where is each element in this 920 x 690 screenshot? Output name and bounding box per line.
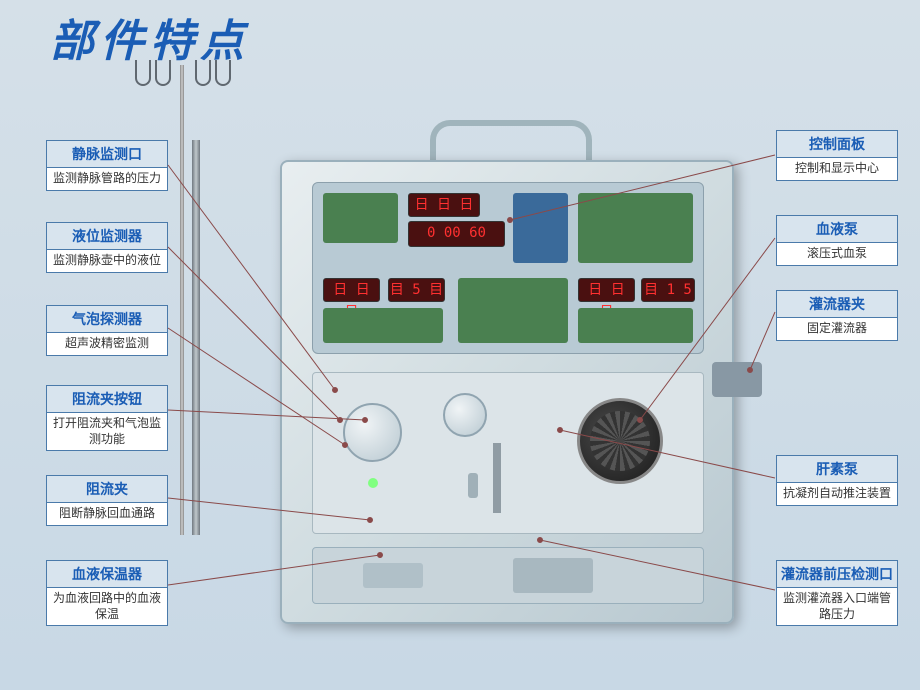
green-text-panel (578, 193, 693, 263)
callout-right-2: 灌流器夹固定灌流器 (776, 290, 898, 341)
callout-title: 灌流器前压检测口 (777, 561, 897, 588)
callout-left-5: 血液保温器为血液回路中的血液保温 (46, 560, 168, 626)
callout-title: 血液保温器 (47, 561, 167, 588)
callout-desc: 打开阻流夹和气泡监测功能 (47, 413, 167, 450)
callout-title: 阻流夹 (47, 476, 167, 503)
led-top-1: 日 日 日 (408, 193, 480, 217)
callout-title: 静脉监测口 (47, 141, 167, 168)
callout-title: 阻流夹按钮 (47, 386, 167, 413)
callout-title: 气泡探测器 (47, 306, 167, 333)
led-bottom-4: 目 1 5 (641, 278, 695, 302)
green-btn-panel-4 (578, 308, 693, 343)
callout-title: 肝素泵 (777, 456, 897, 483)
callout-left-2: 气泡探测器超声波精密监测 (46, 305, 168, 356)
green-btn-panel-2 (323, 308, 443, 343)
green-button-panel (323, 193, 398, 243)
callout-right-3: 肝素泵抗凝剂自动推注装置 (776, 455, 898, 506)
callout-right-1: 血液泵滚压式血泵 (776, 215, 898, 266)
callout-left-3: 阻流夹按钮打开阻流夹和气泡监测功能 (46, 385, 168, 451)
small-port-1 (468, 473, 478, 498)
perfusion-clamp (712, 362, 762, 397)
callout-title: 灌流器夹 (777, 291, 897, 318)
knob-1 (343, 403, 402, 462)
iv-stand-pole-thick (192, 140, 200, 535)
callout-title: 液位监测器 (47, 223, 167, 250)
callout-desc: 超声波精密监测 (47, 333, 167, 355)
callout-desc: 固定灌流器 (777, 318, 897, 340)
callout-desc: 控制和显示中心 (777, 158, 897, 180)
medical-device: 日 日 日 0 00 60 日 日 日 目 5 目 日 日 日 目 1 5 (280, 120, 730, 630)
callout-desc: 为血液回路中的血液保温 (47, 588, 167, 625)
device-body: 日 日 日 0 00 60 日 日 日 目 5 目 日 日 日 目 1 5 (280, 160, 734, 624)
knob-area (312, 372, 704, 534)
callout-title: 控制面板 (777, 131, 897, 158)
callout-left-0: 静脉监测口监测静脉管路的压力 (46, 140, 168, 191)
led-bottom-3: 日 日 日 (578, 278, 635, 302)
heparin-pump (513, 558, 593, 593)
green-btn-panel-3 (458, 278, 568, 343)
callout-left-4: 阻流夹阻断静脉回血通路 (46, 475, 168, 526)
led-main: 0 00 60 (408, 221, 505, 247)
warmer-slot (363, 563, 423, 588)
control-panel: 日 日 日 0 00 60 日 日 日 目 5 目 日 日 日 目 1 5 (312, 182, 704, 354)
green-led-icon (368, 478, 378, 488)
blood-pump-dial (577, 398, 663, 484)
blue-indicator-panel (513, 193, 568, 263)
callout-desc: 阻断静脉回血通路 (47, 503, 167, 525)
tube-guide (493, 443, 501, 513)
callout-left-1: 液位监测器监测静脉壶中的液位 (46, 222, 168, 273)
led-bottom-1: 日 日 日 (323, 278, 380, 302)
callout-desc: 监测灌流器入口端管路压力 (777, 588, 897, 625)
iv-hooks (135, 60, 235, 90)
knob-2 (443, 393, 487, 437)
led-bottom-2: 目 5 目 (388, 278, 445, 302)
iv-stand-pole-thin (180, 65, 184, 535)
callout-right-4: 灌流器前压检测口监测灌流器入口端管路压力 (776, 560, 898, 626)
callout-right-0: 控制面板控制和显示中心 (776, 130, 898, 181)
callout-desc: 抗凝剂自动推注装置 (777, 483, 897, 505)
callout-title: 血液泵 (777, 216, 897, 243)
callout-desc: 滚压式血泵 (777, 243, 897, 265)
callout-desc: 监测静脉管路的压力 (47, 168, 167, 190)
callout-desc: 监测静脉壶中的液位 (47, 250, 167, 272)
lower-panel (312, 547, 704, 604)
